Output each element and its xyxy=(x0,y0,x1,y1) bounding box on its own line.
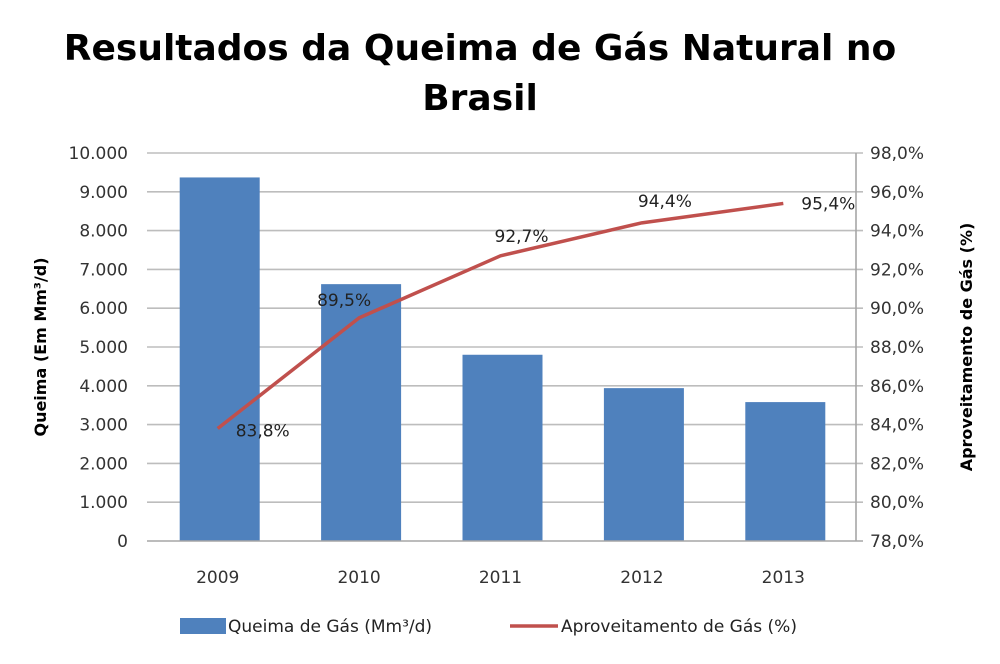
left-tick-label: 1.000 xyxy=(79,493,128,513)
x-tick-label: 2011 xyxy=(479,568,522,588)
left-tick-label: 4.000 xyxy=(79,377,128,397)
left-axis-title: Queima (Em Mm³/d) xyxy=(31,257,50,436)
x-tick-label: 2009 xyxy=(196,568,239,588)
left-tick-label: 8.000 xyxy=(79,222,128,242)
right-tick-label: 86,0% xyxy=(870,377,924,397)
bar-series xyxy=(179,177,826,541)
left-tick-label: 6.000 xyxy=(79,299,128,319)
data-label-2009: 83,8% xyxy=(236,421,290,441)
right-tick-label: 90,0% xyxy=(870,299,924,319)
left-tick-label: 2.000 xyxy=(79,454,128,474)
data-label-2011: 92,7% xyxy=(495,227,549,247)
left-tick-label: 10.000 xyxy=(69,144,128,164)
legend-label-aproveitamento: Aproveitamento de Gás (%) xyxy=(561,617,797,637)
bar-2011 xyxy=(462,354,543,541)
left-axis-ticks: 0 1.000 2.000 3.000 4.000 5.000 6.000 7.000 8.00… xyxy=(69,144,128,552)
gridlines xyxy=(147,152,863,504)
right-tick-label: 80,0% xyxy=(870,493,924,513)
right-axis-title: Aproveitamento de Gás (%) xyxy=(957,223,976,472)
legend: Queima de Gás (Mm³/d) Aproveitamento de … xyxy=(180,617,797,637)
chart-title-line-1: Resultados da Queima de Gás Natural no xyxy=(64,28,896,69)
left-tick-label: 0 xyxy=(117,532,128,552)
right-tick-label: 78,0% xyxy=(870,532,924,552)
right-tick-label: 98,0% xyxy=(870,144,924,164)
right-tick-label: 92,0% xyxy=(870,260,924,280)
line-data-labels: 83,8% 89,5% 92,7% 94,4% 95,4% xyxy=(236,192,856,442)
bar-2009 xyxy=(179,177,260,541)
x-tick-label: 2013 xyxy=(762,568,805,588)
left-tick-label: 9.000 xyxy=(79,183,128,203)
right-axis-ticks: 78,0% 80,0% 82,0% 84,0% 86,0% 88,0% 90,0% 92,0%… xyxy=(870,144,924,552)
bar-2010 xyxy=(321,284,402,541)
x-axis-ticks: 2009 2010 2011 2012 2013 xyxy=(196,568,805,588)
x-tick-label: 2010 xyxy=(337,568,380,588)
line-series xyxy=(216,201,784,430)
right-tick-label: 88,0% xyxy=(870,338,924,358)
x-tick-label: 2012 xyxy=(620,568,663,588)
legend-swatch-queima xyxy=(180,618,226,634)
right-tick-label: 84,0% xyxy=(870,416,924,436)
data-label-2012: 94,4% xyxy=(638,192,692,212)
right-tick-label: 94,0% xyxy=(870,222,924,242)
bar-2013 xyxy=(745,402,826,541)
left-tick-label: 5.000 xyxy=(79,338,128,358)
left-tick-label: 3.000 xyxy=(79,416,128,436)
right-tick-label: 82,0% xyxy=(870,454,924,474)
right-tick-label: 96,0% xyxy=(870,183,924,203)
data-label-2013: 95,4% xyxy=(801,194,855,214)
data-label-2010: 89,5% xyxy=(317,291,371,311)
chart-title-line-2: Brasil xyxy=(422,78,538,119)
legend-label-queima: Queima de Gás (Mm³/d) xyxy=(228,617,432,637)
left-tick-label: 7.000 xyxy=(79,260,128,280)
bar-2012 xyxy=(603,388,684,541)
